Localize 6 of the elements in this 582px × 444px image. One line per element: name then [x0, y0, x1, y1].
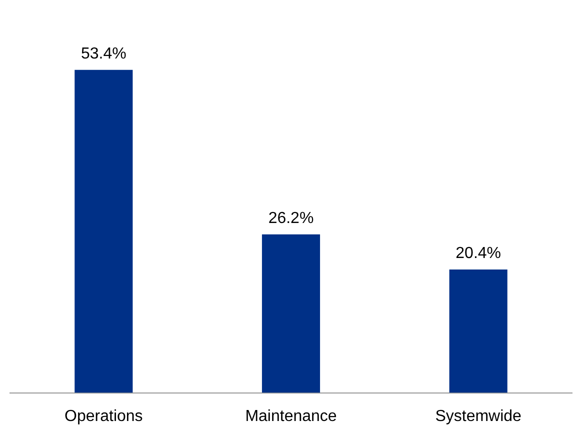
x-tick-label: Operations	[64, 408, 143, 425]
data-label: 20.4%	[456, 244, 502, 262]
x-tick-label: Systemwide	[435, 408, 522, 425]
x-tick-label: Maintenance	[245, 408, 337, 425]
data-label: 26.2%	[268, 210, 314, 227]
data-label: 53.4%	[80, 45, 126, 62]
